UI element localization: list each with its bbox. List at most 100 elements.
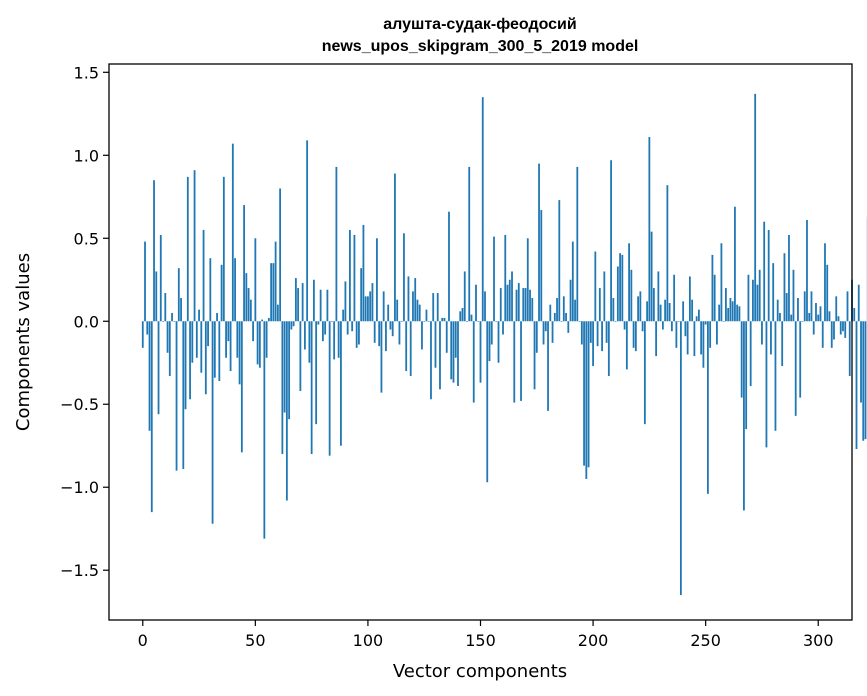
bar-98: [362, 224, 365, 322]
bar-122: [416, 299, 419, 322]
bar-252: [709, 321, 712, 348]
bar-55: [265, 321, 268, 358]
bar-57: [270, 263, 273, 322]
bar-229: [657, 271, 660, 322]
bar-102: [371, 283, 374, 322]
bar-72: [303, 321, 306, 350]
bar-199: [589, 321, 592, 343]
bar-284: [781, 321, 784, 367]
bar-78: [317, 321, 320, 325]
bar-132: [439, 321, 441, 390]
bar-270: [749, 321, 752, 386]
x-tick-label: 0: [138, 631, 148, 650]
bar-64: [285, 321, 288, 501]
bar-149: [477, 321, 480, 322]
bar-157: [495, 321, 498, 322]
bar-228: [655, 321, 658, 357]
bar-266: [740, 321, 743, 398]
bar-70: [299, 321, 302, 391]
bar-250: [704, 321, 707, 325]
bar-225: [648, 137, 651, 322]
bar-32: [213, 321, 216, 378]
bar-110: [389, 321, 392, 330]
bar-200: [592, 321, 594, 367]
bar-123: [418, 304, 421, 322]
bar-139: [454, 321, 457, 358]
bar-47: [247, 288, 250, 322]
bar-15: [175, 321, 178, 471]
bar-146: [470, 314, 473, 322]
bar-81: [324, 321, 327, 335]
bar-192: [574, 299, 576, 322]
bar-51: [256, 321, 259, 365]
bar-16: [177, 268, 180, 322]
bar-167: [517, 283, 520, 322]
bar-43: [238, 321, 241, 385]
bar-267: [743, 321, 745, 511]
bar-280: [772, 263, 775, 322]
bar-202: [596, 321, 599, 347]
bar-37: [225, 321, 227, 358]
bar-319: [860, 321, 862, 403]
bar-244: [691, 299, 694, 322]
bar-41: [234, 258, 236, 322]
bar-216: [628, 243, 630, 322]
bar-264: [736, 304, 739, 322]
bar-260: [727, 307, 730, 322]
bar-95: [355, 321, 358, 348]
bar-275: [761, 321, 763, 345]
bar-165: [513, 321, 516, 403]
bar-208: [610, 160, 612, 322]
bar-173: [531, 298, 534, 322]
bar-89: [342, 309, 345, 322]
bar-23: [193, 170, 196, 322]
x-axis: 0 50 100 150 200 250 300: [138, 620, 834, 650]
bar-119: [409, 321, 412, 377]
bar-67: [292, 321, 295, 327]
bar-46: [245, 273, 248, 322]
bar-117: [405, 321, 408, 372]
bar-189: [567, 321, 570, 333]
bar-124: [421, 321, 423, 350]
bar-168: [520, 321, 522, 401]
bar-68: [294, 278, 297, 322]
bar-221: [639, 291, 642, 322]
x-tick-label: 100: [353, 631, 384, 650]
bar-272: [754, 93, 757, 322]
bar-242: [686, 321, 689, 355]
bar-0: [141, 321, 144, 348]
bar-194: [578, 321, 581, 322]
bar-265: [738, 306, 741, 322]
bar-79: [319, 289, 322, 322]
bar-247: [698, 309, 700, 322]
bar-318: [857, 284, 860, 322]
bar-285: [783, 253, 786, 322]
bars-group: [141, 93, 867, 596]
bar-181: [549, 304, 552, 322]
bar-142: [461, 307, 464, 322]
bar-211: [616, 266, 619, 322]
bar-53: [261, 319, 263, 322]
bar-320: [862, 321, 865, 441]
bar-158: [497, 321, 500, 363]
bar-21: [189, 321, 191, 400]
bar-160: [502, 321, 504, 335]
bar-82: [326, 289, 329, 322]
bar-151: [481, 97, 484, 322]
bar-99: [364, 296, 367, 322]
bar-185: [558, 200, 561, 322]
bar-279: [770, 321, 772, 355]
bar-87: [337, 321, 340, 358]
bar-163: [508, 279, 511, 322]
bar-282: [776, 299, 779, 322]
bar-293: [801, 321, 804, 322]
bar-210: [614, 321, 617, 322]
bar-254: [713, 274, 716, 322]
bar-174: [533, 321, 536, 390]
bar-11: [166, 321, 169, 353]
bar-128: [430, 321, 432, 400]
bar-234: [668, 303, 671, 322]
bar-195: [580, 321, 583, 345]
bar-258: [722, 321, 725, 322]
bar-18: [182, 321, 185, 469]
